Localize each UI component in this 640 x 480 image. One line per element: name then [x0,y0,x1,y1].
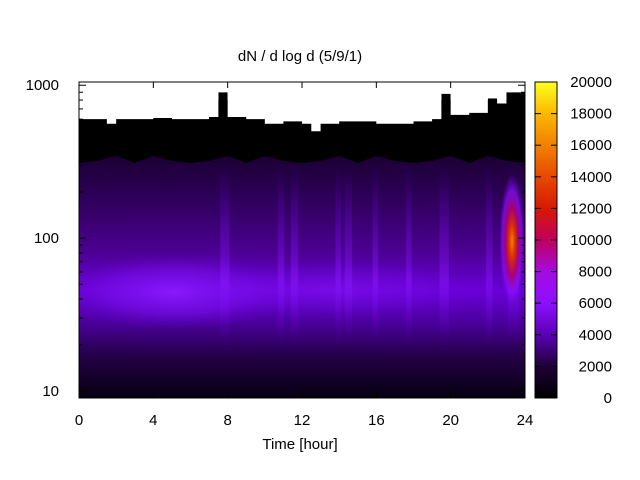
x-tick-label: 20 [442,412,459,429]
y-tick-label: 100 [34,230,59,247]
colorbar-tick-label: 2000 [579,358,612,375]
x-tick-label: 12 [294,412,311,429]
colorbar-tick-label: 18000 [570,106,612,123]
time-stripe [277,165,285,345]
time-stripe [344,165,353,345]
colorbar-tick-label: 4000 [579,327,612,344]
time-stripe [335,165,342,345]
time-stripe [406,165,412,345]
colorbar-tick-label: 6000 [579,295,612,312]
colorbar-tick-label: 12000 [570,200,612,217]
colorbar-tick-label: 0 [604,390,612,407]
colorbar-tick-label: 14000 [570,169,612,186]
time-stripe [439,165,449,345]
no-data-region [79,82,525,132]
y-axis: 10 100 1000 [26,77,525,400]
y-tick-label: 1000 [26,77,59,94]
x-axis: 0 4 8 12 16 20 24 [75,82,534,429]
time-stripe [485,165,493,345]
colorbar-tick-label: 20000 [570,74,612,91]
x-axis-label: Time [hour] [262,436,337,453]
x-tick-label: 16 [368,412,385,429]
colorbar-tick-label: 8000 [579,264,612,281]
x-tick-label: 24 [517,412,534,429]
heatmap-area [79,82,525,398]
colorbar-axis: 0 2000 4000 6000 8000 10000 12000 14000 16000 180… [535,74,612,407]
x-tick-label: 4 [149,412,157,429]
time-stripe [290,165,299,345]
x-tick-label: 0 [75,412,83,429]
time-stripe [372,165,379,345]
colorbar-tick-label: 10000 [570,232,612,249]
hotspot [498,173,525,310]
chart-title: dN / d log d (5/9/1) [238,48,362,65]
y-tick-label: 10 [42,383,59,400]
upper-bound-cap [79,92,525,163]
time-stripe [220,165,230,345]
x-tick-label: 8 [223,412,231,429]
colorbar-tick-label: 16000 [570,137,612,154]
